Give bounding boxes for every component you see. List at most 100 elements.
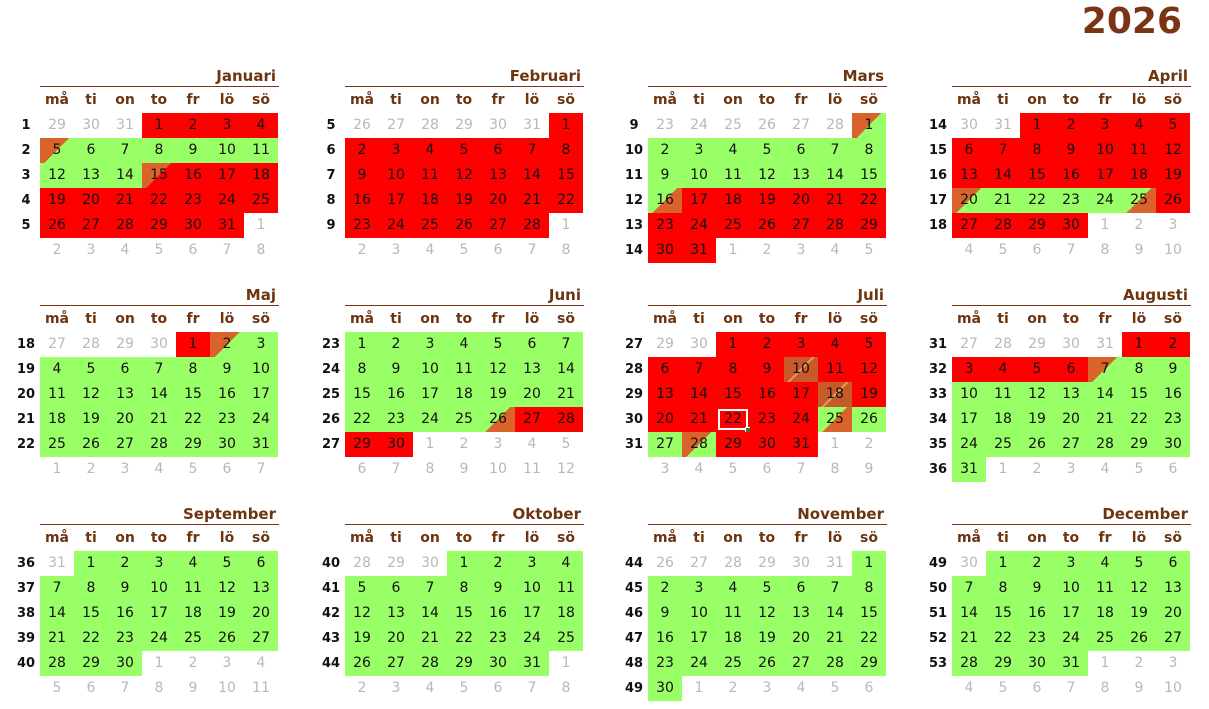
day-cell[interactable]: 27: [74, 213, 108, 238]
day-cell[interactable]: 27: [1054, 432, 1088, 457]
day-cell[interactable]: 3: [515, 551, 549, 576]
day-cell[interactable]: 9: [108, 576, 142, 601]
day-cell[interactable]: 17: [244, 382, 278, 407]
day-cell[interactable]: 19: [750, 626, 784, 651]
day-cell-outside[interactable]: 1: [830, 436, 840, 452]
day-cell[interactable]: 8: [176, 357, 210, 382]
day-cell-outside[interactable]: 24: [690, 117, 708, 133]
day-cell[interactable]: 8: [549, 138, 583, 163]
day-cell[interactable]: 26: [750, 651, 784, 676]
day-cell[interactable]: 3: [1054, 551, 1088, 576]
day-cell[interactable]: 28: [818, 213, 852, 238]
day-cell[interactable]: 10: [784, 357, 818, 382]
day-cell-outside[interactable]: 29: [656, 336, 674, 352]
day-cell[interactable]: 29: [986, 651, 1020, 676]
day-cell-outside[interactable]: 8: [256, 242, 266, 258]
day-cell[interactable]: 3: [1088, 113, 1122, 138]
day-cell[interactable]: 6: [74, 138, 108, 163]
day-cell[interactable]: 27: [952, 213, 986, 238]
day-cell[interactable]: 22: [142, 188, 176, 213]
day-cell-outside[interactable]: 3: [222, 655, 232, 671]
day-cell[interactable]: 5: [40, 138, 74, 163]
day-cell[interactable]: 18: [716, 626, 750, 651]
day-cell[interactable]: 6: [244, 551, 278, 576]
day-cell[interactable]: 26: [40, 213, 74, 238]
day-cell[interactable]: 9: [176, 138, 210, 163]
day-cell[interactable]: 1: [1020, 113, 1054, 138]
day-cell[interactable]: 17: [1054, 601, 1088, 626]
day-cell[interactable]: 23: [379, 407, 413, 432]
day-cell-outside[interactable]: 2: [1032, 461, 1042, 477]
day-cell[interactable]: 20: [784, 626, 818, 651]
day-cell[interactable]: 27: [515, 407, 549, 432]
day-cell[interactable]: 31: [1054, 651, 1088, 676]
day-cell[interactable]: 12: [750, 601, 784, 626]
day-cell-outside[interactable]: 2: [1134, 655, 1144, 671]
day-cell[interactable]: 2: [379, 332, 413, 357]
day-cell[interactable]: 28: [40, 651, 74, 676]
day-cell-outside[interactable]: 2: [1134, 217, 1144, 233]
day-cell[interactable]: 16: [481, 601, 515, 626]
day-cell-outside[interactable]: 6: [357, 461, 367, 477]
day-cell-outside[interactable]: 30: [792, 555, 810, 571]
day-cell[interactable]: 17: [142, 601, 176, 626]
day-cell[interactable]: 20: [74, 188, 108, 213]
day-cell[interactable]: 8: [1020, 138, 1054, 163]
day-cell[interactable]: 17: [1088, 163, 1122, 188]
day-cell[interactable]: 15: [74, 601, 108, 626]
day-cell[interactable]: 18: [244, 163, 278, 188]
day-cell[interactable]: 9: [648, 601, 682, 626]
day-cell[interactable]: 23: [1054, 188, 1088, 213]
day-cell[interactable]: 7: [818, 576, 852, 601]
day-cell[interactable]: 25: [1122, 188, 1156, 213]
day-cell-outside[interactable]: 1: [694, 680, 704, 696]
day-cell[interactable]: 23: [108, 626, 142, 651]
day-cell[interactable]: 29: [852, 213, 886, 238]
day-cell[interactable]: 4: [244, 113, 278, 138]
day-cell[interactable]: 8: [716, 357, 750, 382]
day-cell[interactable]: 14: [986, 163, 1020, 188]
day-cell-outside[interactable]: 8: [830, 461, 840, 477]
day-cell[interactable]: 20: [244, 601, 278, 626]
day-cell[interactable]: 6: [648, 357, 682, 382]
day-cell[interactable]: 14: [515, 163, 549, 188]
day-cell[interactable]: 18: [40, 407, 74, 432]
day-cell-outside[interactable]: 3: [86, 242, 96, 258]
day-cell[interactable]: 3: [682, 138, 716, 163]
day-cell[interactable]: 7: [682, 357, 716, 382]
day-cell[interactable]: 21: [40, 626, 74, 651]
day-cell-outside[interactable]: 1: [1100, 655, 1110, 671]
day-cell[interactable]: 30: [648, 238, 682, 263]
day-cell[interactable]: 8: [345, 357, 379, 382]
day-cell-outside[interactable]: 28: [353, 555, 371, 571]
day-cell-outside[interactable]: 2: [728, 680, 738, 696]
day-cell[interactable]: 9: [750, 357, 784, 382]
day-cell-outside[interactable]: 4: [527, 436, 537, 452]
day-cell[interactable]: 17: [784, 382, 818, 407]
day-cell[interactable]: 21: [108, 188, 142, 213]
day-cell[interactable]: 3: [142, 551, 176, 576]
day-cell[interactable]: 10: [379, 163, 413, 188]
day-cell-outside[interactable]: 28: [994, 336, 1012, 352]
day-cell[interactable]: 15: [852, 601, 886, 626]
day-cell[interactable]: 18: [549, 601, 583, 626]
day-cell[interactable]: 19: [750, 188, 784, 213]
day-cell[interactable]: 13: [108, 382, 142, 407]
day-cell-outside[interactable]: 31: [994, 117, 1012, 133]
day-cell[interactable]: 21: [515, 188, 549, 213]
day-cell[interactable]: 10: [682, 601, 716, 626]
day-cell[interactable]: 23: [176, 188, 210, 213]
day-cell-outside[interactable]: 5: [864, 242, 874, 258]
day-cell-outside[interactable]: 1: [561, 655, 571, 671]
day-cell[interactable]: 11: [447, 357, 481, 382]
day-cell[interactable]: 11: [244, 138, 278, 163]
day-cell-outside[interactable]: 6: [493, 242, 503, 258]
day-cell[interactable]: 30: [1020, 651, 1054, 676]
day-cell[interactable]: 16: [379, 382, 413, 407]
day-cell[interactable]: 9: [481, 576, 515, 601]
day-cell[interactable]: 15: [142, 163, 176, 188]
day-cell-outside[interactable]: 23: [656, 117, 674, 133]
day-cell-outside[interactable]: 29: [116, 336, 134, 352]
day-cell-outside[interactable]: 10: [489, 461, 507, 477]
day-cell[interactable]: 1: [716, 332, 750, 357]
